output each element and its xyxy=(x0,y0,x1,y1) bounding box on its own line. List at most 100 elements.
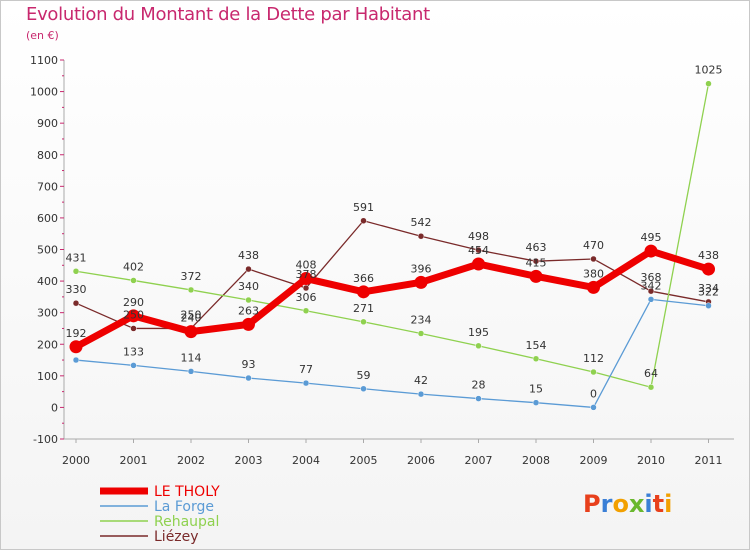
data-label-la-forge: 42 xyxy=(414,374,428,387)
data-point-le-tholy xyxy=(529,269,543,283)
data-label-li-zey: 250 xyxy=(181,308,202,321)
axes: -100 0 100 200 300 400 500 600 700 800 900 1000 1100… xyxy=(30,54,734,467)
data-point-rehaupal xyxy=(302,307,310,315)
data-label-la-forge: 28 xyxy=(472,379,486,392)
data-label-la-forge: 15 xyxy=(529,383,543,396)
data-point-li-zey xyxy=(647,287,655,295)
data-label-li-zey: 334 xyxy=(698,282,719,295)
data-label-le-tholy: 263 xyxy=(238,304,259,317)
data-point-rehaupal xyxy=(187,286,195,294)
legend-label-la-forge: La Forge xyxy=(154,499,214,515)
data-label-rehaupal: 306 xyxy=(296,291,317,304)
y-tick-label: 100 xyxy=(37,370,58,383)
data-label-le-tholy: 454 xyxy=(468,244,489,257)
x-tick-label: 2002 xyxy=(177,454,205,467)
data-point-li-zey xyxy=(532,257,540,265)
data-point-le-tholy xyxy=(472,257,485,271)
data-label-la-forge: 93 xyxy=(242,358,256,371)
x-tick-label: 2010 xyxy=(637,454,665,467)
data-label-le-tholy: 415 xyxy=(526,256,547,269)
data-label-li-zey: 498 xyxy=(468,230,489,243)
series-line-le-tholy xyxy=(72,247,712,351)
data-label-li-zey: 330 xyxy=(66,283,87,296)
data-label-li-zey: 438 xyxy=(238,249,259,262)
data-point-la-forge xyxy=(72,356,80,364)
data-point-le-tholy xyxy=(127,309,140,323)
data-label-la-forge: 322 xyxy=(698,286,719,299)
series-la-forge xyxy=(72,296,712,411)
data-point-le-tholy xyxy=(184,325,198,339)
series-layer xyxy=(69,80,715,411)
data-label-la-forge: 59 xyxy=(357,369,371,382)
logo-letter: i xyxy=(664,490,673,518)
data-label-li-zey: 368 xyxy=(641,271,662,284)
data-point-li-zey xyxy=(72,299,80,307)
x-tick-label: 2006 xyxy=(407,454,435,467)
logo-letter: P xyxy=(583,490,601,518)
data-label-le-tholy: 396 xyxy=(411,262,432,275)
data-point-rehaupal xyxy=(590,368,597,376)
logo-letter: x xyxy=(628,490,645,518)
data-point-le-tholy xyxy=(587,280,600,294)
data-label-le-tholy: 380 xyxy=(583,267,604,280)
y-tick-label: 700 xyxy=(37,180,58,193)
data-point-li-zey xyxy=(590,255,597,263)
data-label-rehaupal: 372 xyxy=(181,270,202,283)
data-label-rehaupal: 234 xyxy=(411,314,432,327)
x-tick-label: 2003 xyxy=(235,454,263,467)
data-point-la-forge xyxy=(360,385,367,393)
x-tick-label: 2000 xyxy=(62,454,90,467)
data-point-rehaupal xyxy=(705,80,712,87)
y-tick-label: 200 xyxy=(37,338,58,351)
data-point-rehaupal xyxy=(532,355,540,363)
data-point-li-zey xyxy=(475,246,482,254)
logo-letter: r xyxy=(600,490,613,518)
x-tick-label: 2009 xyxy=(580,454,608,467)
series-line-la-forge xyxy=(75,298,710,409)
data-label-le-tholy: 366 xyxy=(353,272,374,285)
data-label-le-tholy: 240 xyxy=(181,312,202,325)
data-point-le-tholy xyxy=(702,262,715,276)
data-label-rehaupal: 154 xyxy=(526,339,547,352)
data-label-li-zey: 463 xyxy=(526,241,547,254)
chart-subtitle: (en €) xyxy=(26,29,59,42)
legend-label-li-zey: Liézey xyxy=(154,529,199,545)
data-label-li-zey: 542 xyxy=(411,216,432,229)
data-point-la-forge xyxy=(532,399,540,406)
series-rehaupal xyxy=(72,80,712,391)
data-point-li-zey xyxy=(417,232,425,240)
data-label-le-tholy: 192 xyxy=(66,327,87,340)
data-label-rehaupal: 195 xyxy=(468,326,489,339)
y-tick-label: 1100 xyxy=(30,54,58,67)
legend-label-le-tholy: LE THOLY xyxy=(154,484,220,500)
data-point-rehaupal xyxy=(475,342,482,350)
data-label-rehaupal: 112 xyxy=(583,352,604,365)
x-tick-label: 2007 xyxy=(465,454,493,467)
data-label-rehaupal: 402 xyxy=(123,260,144,273)
data-point-la-forge xyxy=(590,404,597,411)
data-point-le-tholy xyxy=(299,272,313,286)
x-tick-label: 2001 xyxy=(120,454,148,467)
data-point-rehaupal xyxy=(647,383,655,391)
data-point-la-forge xyxy=(130,362,137,369)
data-point-rehaupal xyxy=(130,277,137,284)
data-label-la-forge: 0 xyxy=(590,387,597,400)
series-line-rehaupal xyxy=(75,83,710,388)
data-label-li-zey: 250 xyxy=(123,308,144,321)
y-tick-label: 600 xyxy=(37,212,58,225)
data-point-la-forge xyxy=(705,302,712,309)
data-label-le-tholy: 495 xyxy=(641,231,662,244)
data-label-la-forge: 77 xyxy=(299,363,313,376)
y-tick-label: -100 xyxy=(33,433,58,446)
data-label-le-tholy: 290 xyxy=(123,296,144,309)
data-label-le-tholy: 438 xyxy=(698,249,719,262)
data-point-la-forge xyxy=(302,379,310,387)
x-tick-label: 2005 xyxy=(350,454,378,467)
data-label-li-zey: 470 xyxy=(583,239,604,252)
chart-title: Evolution du Montant de la Dette par Hab… xyxy=(26,4,430,25)
data-point-rehaupal xyxy=(245,296,252,304)
legend-label-rehaupal: Rehaupal xyxy=(154,514,219,530)
